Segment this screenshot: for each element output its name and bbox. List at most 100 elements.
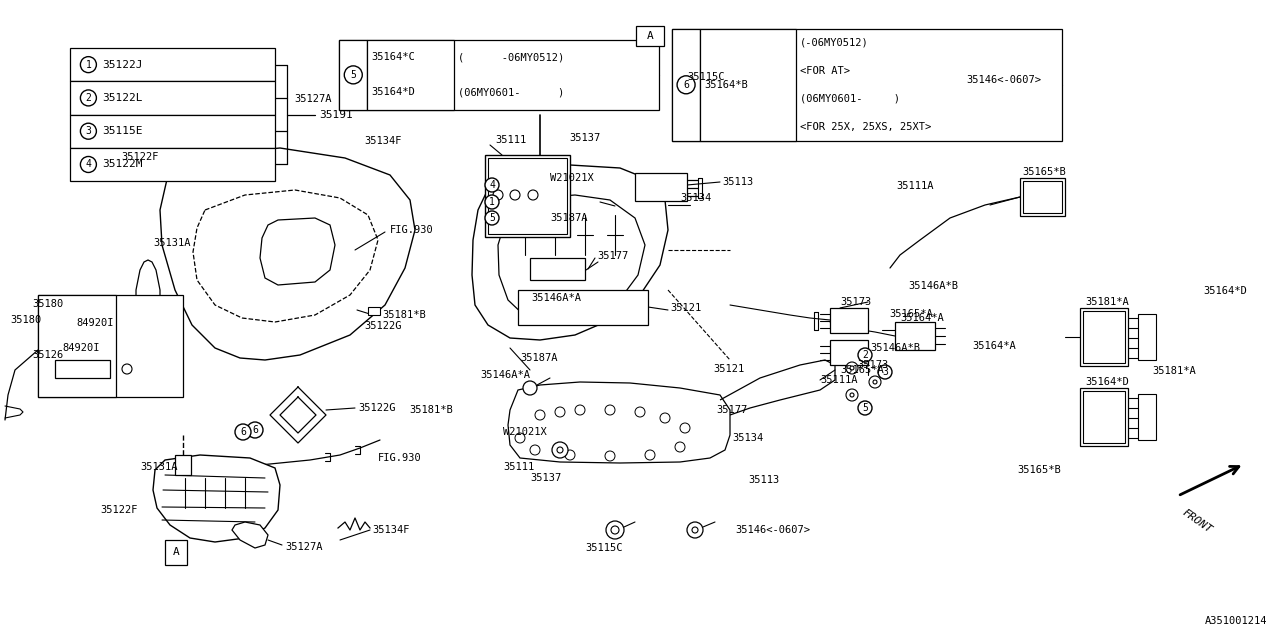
Circle shape	[485, 178, 499, 192]
Text: 35111A: 35111A	[820, 375, 858, 385]
Text: 35146<-0607>: 35146<-0607>	[735, 525, 810, 535]
Bar	[55, 360, 110, 378]
Circle shape	[605, 405, 614, 415]
Circle shape	[858, 401, 872, 415]
Bar	[1138, 394, 1156, 440]
Polygon shape	[136, 260, 160, 365]
Text: 35111: 35111	[503, 462, 534, 472]
Text: 35137: 35137	[570, 132, 600, 143]
Text: 84920I: 84920I	[77, 318, 114, 328]
Text: 4: 4	[489, 180, 495, 190]
Text: 35134: 35134	[680, 193, 712, 203]
Circle shape	[675, 442, 685, 452]
Bar	[829, 308, 868, 333]
Bar	[518, 290, 648, 325]
Text: 35181*A: 35181*A	[1085, 297, 1129, 307]
Text: 4: 4	[86, 159, 91, 170]
Text: 35164*B: 35164*B	[704, 80, 748, 90]
Text: 35165*A: 35165*A	[890, 308, 933, 319]
Bar	[1080, 308, 1128, 366]
Text: 3: 3	[86, 126, 91, 136]
Text: 35122F: 35122F	[100, 505, 137, 515]
Text: 35164*D: 35164*D	[371, 88, 415, 97]
Circle shape	[680, 423, 690, 433]
Circle shape	[81, 123, 96, 139]
Text: 35146A*B: 35146A*B	[909, 281, 959, 291]
Text: 35146<-0607>: 35146<-0607>	[966, 75, 1042, 85]
Circle shape	[530, 445, 540, 455]
Text: 35122G: 35122G	[365, 321, 402, 332]
Text: 84920I: 84920I	[61, 343, 100, 353]
Bar	[38, 295, 183, 397]
Text: 35187A: 35187A	[520, 353, 558, 363]
Circle shape	[557, 447, 563, 453]
Circle shape	[850, 366, 854, 370]
Bar	[1083, 311, 1125, 363]
Text: 35122J: 35122J	[102, 60, 143, 70]
Circle shape	[605, 451, 614, 461]
Text: (06MY0601-     ): (06MY0601- )	[800, 94, 900, 104]
Bar	[1138, 314, 1156, 360]
Polygon shape	[472, 165, 668, 340]
Polygon shape	[154, 455, 280, 542]
Text: 35177: 35177	[717, 404, 748, 415]
Bar	[672, 29, 1062, 141]
Bar	[1023, 181, 1062, 213]
Text: A: A	[646, 31, 654, 41]
Circle shape	[485, 195, 499, 209]
Bar	[70, 148, 275, 181]
Text: A: A	[173, 547, 179, 557]
Circle shape	[878, 365, 892, 379]
Text: 35134F: 35134F	[372, 525, 410, 535]
Polygon shape	[232, 522, 268, 548]
Text: 35164*A: 35164*A	[900, 313, 943, 323]
Text: 35122L: 35122L	[102, 93, 143, 103]
Text: FRONT: FRONT	[1180, 508, 1213, 536]
Text: 2: 2	[86, 93, 91, 103]
Text: 2: 2	[861, 350, 868, 360]
Text: 35187A: 35187A	[550, 212, 588, 223]
Circle shape	[247, 422, 262, 438]
Circle shape	[535, 410, 545, 420]
Text: 35115C: 35115C	[687, 72, 724, 82]
Bar	[339, 40, 659, 110]
Text: FIG.930: FIG.930	[390, 225, 434, 235]
Bar	[1080, 388, 1128, 446]
Text: 35122M: 35122M	[102, 159, 143, 170]
Text: FIG.930: FIG.930	[378, 452, 421, 463]
Text: (      -06MY0512): ( -06MY0512)	[458, 52, 564, 62]
Circle shape	[635, 407, 645, 417]
Circle shape	[692, 527, 698, 533]
Text: 35115C: 35115C	[585, 543, 622, 553]
Text: 35111: 35111	[495, 135, 526, 145]
Circle shape	[552, 442, 568, 458]
Text: 35146A*B: 35146A*B	[870, 343, 920, 353]
Polygon shape	[193, 190, 378, 322]
Circle shape	[605, 521, 625, 539]
Text: 35181*B: 35181*B	[410, 404, 453, 415]
Polygon shape	[508, 382, 730, 463]
Text: (-06MY0512): (-06MY0512)	[800, 38, 869, 48]
Bar	[829, 340, 868, 365]
Text: 35122F: 35122F	[122, 152, 159, 162]
Text: 35131A: 35131A	[154, 238, 191, 248]
Text: 1: 1	[489, 197, 495, 207]
Circle shape	[515, 433, 525, 443]
Bar	[339, 40, 367, 110]
Text: 35180: 35180	[10, 315, 41, 325]
Text: 6: 6	[684, 80, 689, 90]
Text: 35127A: 35127A	[294, 94, 332, 104]
Circle shape	[677, 76, 695, 94]
Circle shape	[858, 348, 872, 362]
Polygon shape	[160, 148, 415, 360]
Circle shape	[660, 413, 669, 423]
Circle shape	[846, 389, 858, 401]
Circle shape	[236, 424, 251, 440]
Text: 35111A: 35111A	[896, 180, 933, 191]
Bar	[636, 26, 664, 46]
Bar	[70, 81, 275, 115]
Circle shape	[873, 380, 877, 384]
Circle shape	[687, 522, 703, 538]
Bar	[175, 455, 191, 475]
Text: 1: 1	[86, 60, 91, 70]
